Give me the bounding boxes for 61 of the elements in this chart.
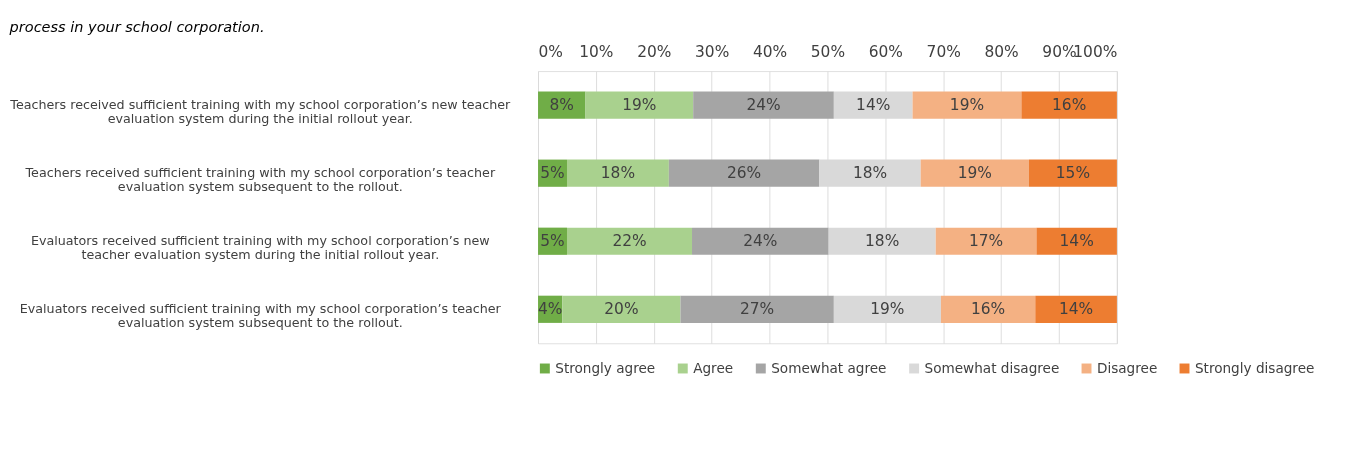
data-label: 17% xyxy=(968,231,1004,250)
legend-label: Agree xyxy=(693,360,734,377)
data-label: 24% xyxy=(743,231,778,250)
data-label: 27% xyxy=(740,299,775,318)
data-label: 5% xyxy=(540,231,565,250)
bar xyxy=(680,295,834,323)
bar xyxy=(668,159,820,187)
data-label: 22% xyxy=(612,231,647,250)
bar xyxy=(566,227,693,255)
bar xyxy=(585,91,694,119)
bar xyxy=(1028,159,1117,187)
x-tick-label: 50% xyxy=(810,43,846,62)
data-label: 16% xyxy=(1052,95,1087,114)
bar xyxy=(562,295,681,323)
x-tick-label: 20% xyxy=(637,43,672,62)
bar xyxy=(1021,91,1117,119)
bar xyxy=(693,91,834,119)
x-tick-label: 60% xyxy=(868,43,903,62)
data-label: 15% xyxy=(1055,163,1091,182)
data-label: 18% xyxy=(600,163,636,182)
x-tick-label: 90% xyxy=(1042,43,1077,62)
legend-label: Somewhat disagree xyxy=(924,360,1060,377)
bar xyxy=(920,159,1029,187)
data-label: 19% xyxy=(622,95,657,114)
bar xyxy=(692,227,829,255)
x-tick-label: 80% xyxy=(984,43,1019,62)
data-label: 24% xyxy=(746,95,781,114)
y-tick-label: Evaluators received sufficient training with my school corporation’s teacher evaluation system subsequent to the rollout. xyxy=(19,300,502,331)
data-label: 8% xyxy=(549,95,574,114)
legend-label: Strongly agree xyxy=(555,360,656,377)
data-label: 18% xyxy=(865,231,900,250)
data-label: 19% xyxy=(949,95,985,114)
legend-label: Strongly disagree xyxy=(1194,360,1315,377)
x-tick-label: 30% xyxy=(695,43,730,62)
data-label: 19% xyxy=(957,163,992,182)
x-tick-label: 10% xyxy=(579,43,614,62)
legend-label: Disagree xyxy=(1096,360,1158,377)
bar xyxy=(566,159,669,187)
data-label: 5% xyxy=(540,163,565,182)
data-label: 4% xyxy=(537,299,563,318)
data-label: 16% xyxy=(970,299,1006,318)
data-label: 14% xyxy=(856,95,891,114)
data-label: 20% xyxy=(604,299,639,318)
y-tick-label: Teachers received sufficient training with my school corporation’s new teacher evaluation system during the initial rollout year. xyxy=(9,96,512,127)
bar xyxy=(912,91,1022,119)
y-tick-label: Teachers received sufficient training with my school corporation’s teacher evaluation system subsequent to the rollout. xyxy=(24,164,496,195)
y-tick-label: Evaluators received sufficient training with my school corporation’s new teacher evaluation system during the initial rollout year. xyxy=(30,232,490,263)
data-label: 18% xyxy=(852,163,888,182)
x-tick-label: 0% xyxy=(538,43,563,62)
legend-label: Somewhat agree xyxy=(771,360,887,377)
bar xyxy=(940,295,1036,323)
data-label: 26% xyxy=(726,163,762,182)
data-label: 14% xyxy=(1058,299,1094,318)
data-label: 19% xyxy=(870,299,905,318)
bar xyxy=(1036,227,1117,255)
data-label: 14% xyxy=(1059,231,1094,250)
bar xyxy=(935,227,1037,255)
x-tick-label: 70% xyxy=(926,43,961,62)
text: process in your school corporation. xyxy=(8,19,265,36)
x-tick-label: 40% xyxy=(752,43,788,62)
bar xyxy=(1035,295,1117,323)
